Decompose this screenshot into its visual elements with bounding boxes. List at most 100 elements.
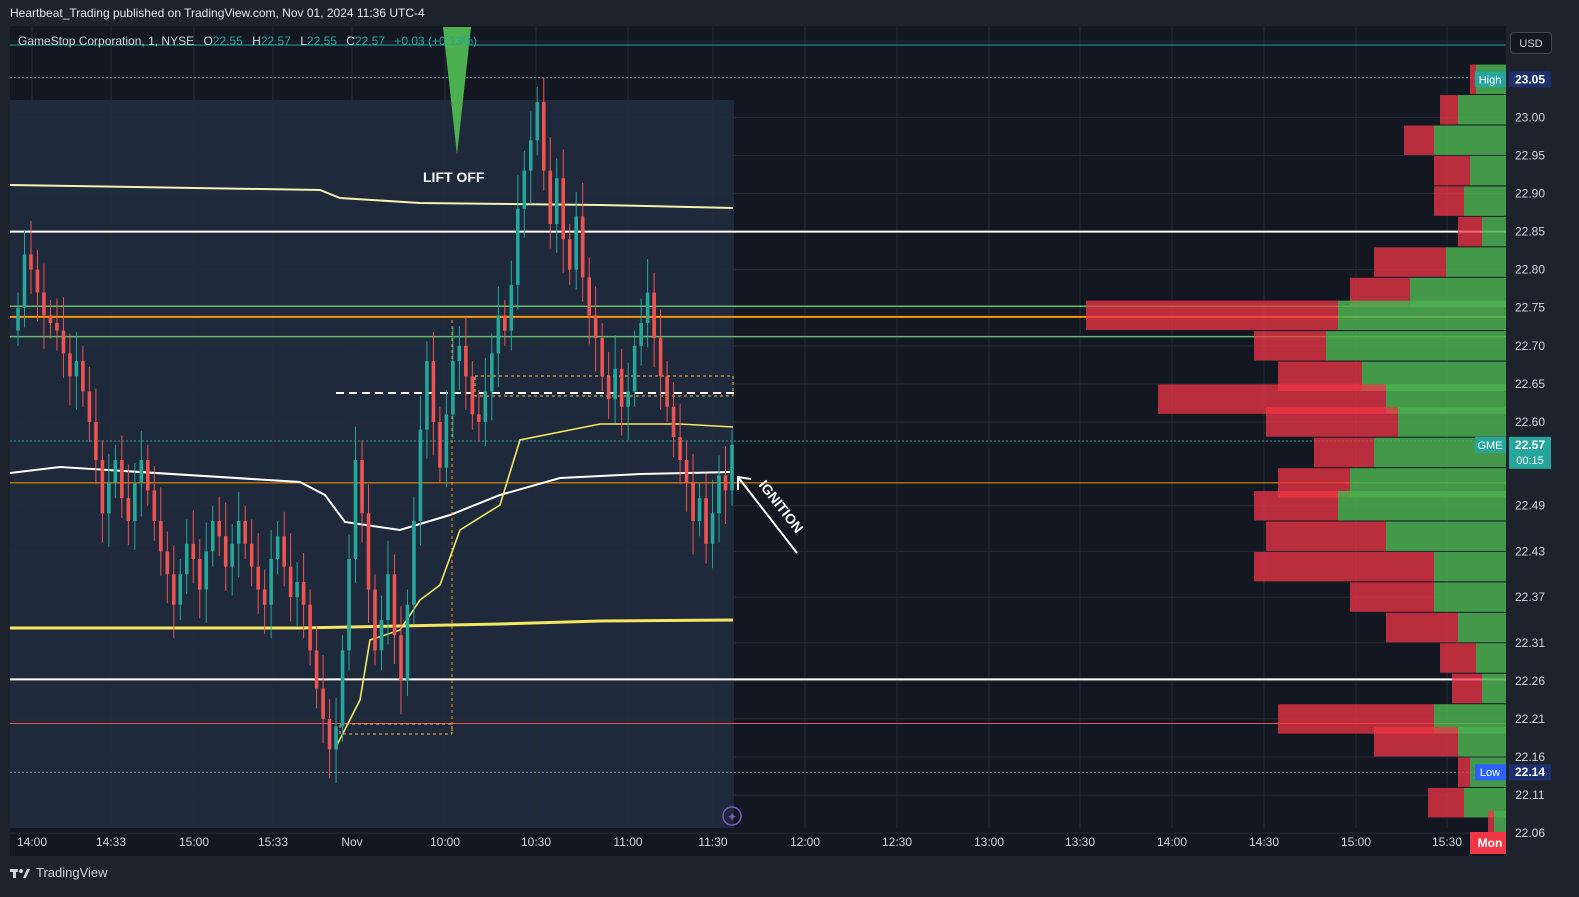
candle-body: [159, 520, 163, 552]
candle-body: [580, 216, 585, 278]
footer-brand-label: TradingView: [36, 865, 108, 880]
x-tick-label: 14:33: [96, 835, 126, 849]
x-tick-label: 15:30: [1432, 835, 1462, 849]
candle-body: [477, 414, 481, 422]
profile-bar-up: [1476, 643, 1506, 673]
candle-body: [275, 536, 280, 560]
candle-body: [665, 376, 669, 407]
price-value-label: 23.05: [1515, 72, 1545, 86]
candle-body: [704, 498, 708, 544]
profile-bar-down: [1458, 757, 1470, 787]
close-value: 22.57: [354, 34, 385, 48]
profile-bar-down: [1374, 247, 1446, 277]
candle-body: [249, 543, 254, 567]
profile-bar-down: [1452, 673, 1482, 704]
price-value-box: [1509, 764, 1551, 781]
footer-brand[interactable]: TradingView: [10, 865, 108, 880]
lift-off-marker: [443, 27, 471, 155]
profile-bar-down: [1086, 300, 1338, 331]
candle-body: [16, 307, 20, 331]
price-value-box: [1509, 436, 1551, 469]
high-value: 22.57: [260, 34, 291, 48]
candle-body: [658, 338, 663, 377]
candle-body: [197, 559, 202, 590]
ignition-arrow: [737, 475, 798, 554]
x-tick-label: 10:30: [521, 835, 551, 849]
lower-band-line: [10, 618, 734, 630]
candle-body: [457, 345, 462, 362]
y-tick-label: 22.31: [1515, 636, 1545, 650]
candle-body: [360, 460, 364, 514]
candle-body: [548, 170, 553, 224]
candle-body: [87, 391, 92, 422]
sparkle-icon[interactable]: ✦: [722, 806, 742, 826]
y-tick-label: 22.37: [1515, 590, 1545, 604]
candle-body: [269, 559, 273, 605]
candle-body: [217, 520, 222, 537]
profile-bar-up: [1470, 155, 1506, 186]
price-value-label: 22.57: [1515, 438, 1545, 452]
y-tick-label: 22.70: [1515, 339, 1545, 353]
candle-body: [483, 391, 488, 422]
profile-bar-up: [1458, 727, 1506, 757]
low-value: 22.55: [306, 34, 337, 48]
currency-button[interactable]: USD: [1510, 32, 1552, 54]
y-tick-label: 22.43: [1515, 544, 1545, 558]
candle-body: [606, 376, 611, 400]
profile-bar-down: [1434, 186, 1464, 216]
candle-body: [94, 421, 98, 461]
candle-body: [321, 688, 325, 719]
candle-body: [710, 513, 715, 544]
volume-profile: [1086, 64, 1506, 841]
candle-body: [146, 460, 150, 491]
x-tick-label: 10:00: [430, 835, 460, 849]
candle-body: [600, 338, 604, 377]
x-tick-label: 14:00: [17, 835, 47, 849]
profile-bar-up: [1326, 331, 1506, 361]
y-tick-label: 22.80: [1515, 263, 1545, 277]
x-tick-label: 13:00: [974, 835, 1004, 849]
x-tick-label: 12:30: [882, 835, 912, 849]
price-axis[interactable]: 23.1023.0022.9522.9022.8522.8022.7522.70…: [1515, 34, 1545, 840]
y-tick-label: 22.26: [1515, 674, 1545, 688]
candle-body: [554, 178, 559, 224]
candle-body: [561, 178, 566, 240]
candle-body: [74, 361, 79, 377]
session-highlight: [10, 100, 734, 828]
vwap-line: [9, 465, 734, 532]
candle-body: [541, 102, 546, 171]
candle-body: [645, 292, 650, 323]
candle-body: [42, 292, 46, 316]
profile-bar-up: [1458, 95, 1506, 125]
candle-body: [165, 551, 170, 575]
time-axis[interactable]: 14:00 14:33 15:00 15:33 Nov 10:00 10:30 11:00 11…: [17, 832, 1506, 854]
candle-body: [723, 475, 728, 491]
candle-body: [386, 574, 390, 620]
profile-bar-down: [1254, 331, 1326, 361]
x-tick-label: 14:00: [1157, 835, 1187, 849]
candle-body: [567, 239, 572, 270]
lift-off-label: LIFT OFF: [423, 169, 485, 185]
candle-body: [593, 315, 598, 339]
candle-body: [230, 543, 234, 567]
price-labels: High 23.05 GME 22.57 00:15 Low 22.14: [1475, 71, 1551, 781]
candles: [16, 77, 734, 783]
profile-bar-down: [1404, 125, 1434, 155]
candle-body: [210, 520, 215, 552]
candle-body: [490, 353, 494, 392]
profile-bar-down: [1254, 551, 1434, 582]
y-tick-label: 22.90: [1515, 187, 1545, 201]
candle-body: [236, 520, 241, 544]
indicator-overlays: [9, 184, 734, 746]
profile-bar-down: [1314, 437, 1374, 468]
profile-bar-down: [1350, 582, 1434, 612]
x-tick-label: 15:00: [179, 835, 209, 849]
candle-body: [107, 482, 111, 514]
candle-body: [139, 460, 144, 483]
candle-body: [379, 619, 384, 651]
y-tick-label: 22.95: [1515, 148, 1545, 162]
y-tick-label: 22.16: [1515, 750, 1545, 764]
profile-bar-up: [1464, 186, 1506, 216]
candle-body: [133, 482, 137, 521]
